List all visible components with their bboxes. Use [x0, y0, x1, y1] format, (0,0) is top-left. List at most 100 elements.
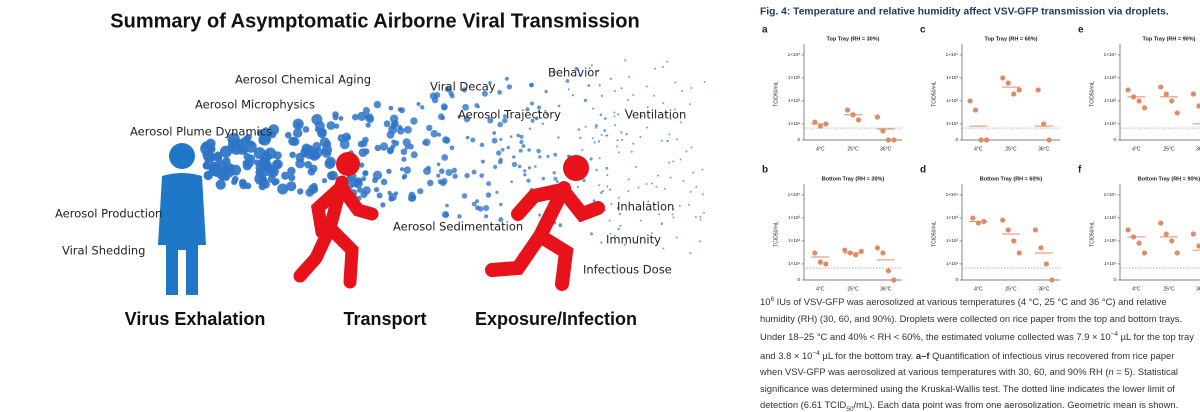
aerosol-dot	[325, 156, 337, 168]
aerosol-dot	[290, 137, 300, 146]
aerosol-dot	[624, 59, 627, 62]
aerosol-dot	[363, 148, 370, 155]
aerosol-dot	[302, 126, 310, 133]
aerosol-dot	[379, 142, 389, 151]
aerosol-dot	[537, 110, 540, 113]
aerosol-dot	[699, 215, 702, 218]
aerosol-dot	[519, 139, 524, 145]
aerosol-dot	[479, 173, 485, 179]
diagram-label: Viral Decay	[430, 80, 496, 94]
y-tick-label: 0	[1113, 137, 1116, 142]
x-tick-label: 4°C	[816, 286, 825, 292]
aerosol-dot	[632, 94, 635, 96]
aerosol-dot	[558, 223, 563, 228]
aerosol-dot	[388, 196, 394, 202]
aerosol-dot	[204, 151, 215, 162]
aerosol-dot	[372, 177, 378, 184]
aerosol-dot	[499, 137, 503, 141]
aerosol-dot	[512, 155, 516, 159]
aerosol-dot	[617, 196, 620, 199]
aerosol-dot	[269, 131, 277, 139]
data-point	[891, 277, 897, 283]
aerosol-dot	[297, 188, 304, 195]
aerosol-dot	[579, 136, 582, 139]
aerosol-dot	[553, 152, 558, 157]
aerosol-dot	[655, 185, 658, 188]
aerosol-dot	[519, 134, 524, 139]
y-tick-label: 0	[1113, 277, 1116, 282]
aerosol-dot	[613, 90, 616, 92]
aerosol-dot	[311, 186, 319, 193]
figure-caption: 106 IUs of VSV-GFP was aerosolized at va…	[760, 292, 1196, 412]
aerosol-dot	[303, 148, 315, 159]
x-tick-label: 4°C	[974, 146, 983, 152]
y-tick-label: 1×10¹	[788, 121, 800, 126]
aerosol-dot	[617, 113, 620, 116]
caption-run: 6	[770, 296, 775, 303]
y-tick-label: 1×10⁴	[788, 52, 800, 57]
aerosol-dot	[545, 113, 548, 116]
data-point	[1005, 227, 1011, 233]
aerosol-dot	[600, 191, 603, 194]
diagram-label: Aerosol Production	[55, 207, 162, 221]
aerosol-dot	[598, 184, 601, 187]
caption-run: 10	[760, 296, 771, 308]
aerosol-dot	[668, 133, 671, 136]
aerosol-dot	[464, 172, 470, 179]
aerosol-dot	[457, 114, 461, 119]
aerosol-dot	[426, 124, 433, 132]
aerosol-dot	[620, 87, 623, 90]
aerosol-dot	[362, 170, 368, 176]
y-axis-label: TCID50/mL	[773, 81, 779, 107]
aerosol-dot	[621, 138, 623, 141]
aerosol-dot	[571, 94, 575, 97]
stage-label: Virus Exhalation	[125, 309, 266, 329]
aerosol-dot	[608, 219, 611, 222]
aerosol-dot	[597, 70, 600, 73]
person-exhaling	[158, 143, 206, 295]
aerosol-dot	[583, 98, 588, 103]
caption-run: /mL). Each data point was from one aeros…	[853, 399, 1179, 411]
stage-label: Transport	[343, 309, 426, 329]
x-tick-label: 4°C	[816, 146, 825, 152]
aerosol-dot	[452, 173, 458, 179]
aerosol-dot	[557, 104, 561, 108]
aerosol-dot	[673, 108, 676, 111]
aerosol-dot	[237, 145, 248, 155]
x-tick-label: 4°C	[1132, 286, 1141, 292]
aerosol-dot	[619, 224, 622, 227]
aerosol-dot	[471, 169, 477, 175]
data-point	[885, 268, 892, 274]
aerosol-dot	[647, 200, 650, 203]
aerosol-dot	[441, 178, 448, 184]
aerosol-dot	[342, 132, 351, 142]
aerosol-dot	[481, 90, 488, 97]
aerosol-dot	[499, 202, 503, 207]
data-point	[844, 107, 851, 113]
aerosol-dot	[258, 137, 266, 145]
x-tick-label: 36°C	[1196, 146, 1200, 152]
aerosol-dot	[645, 85, 648, 88]
data-point	[823, 261, 829, 267]
aerosol-dot	[595, 126, 598, 129]
aerosol-dot	[674, 81, 677, 84]
aerosol-dot	[362, 136, 369, 144]
data-point	[885, 137, 892, 143]
panel-title: Bottom Tray (RH = 90%)	[1138, 176, 1200, 182]
aerosol-dot	[616, 145, 619, 148]
aerosol-dot	[650, 232, 653, 235]
aerosol-dot	[651, 182, 654, 185]
y-tick-label: 1×10²	[946, 98, 958, 103]
aerosol-dot	[701, 168, 704, 171]
aerosol-dot	[240, 136, 250, 146]
aerosol-dot	[474, 103, 480, 108]
aerosol-dot	[215, 179, 226, 190]
data-point	[1041, 121, 1047, 127]
aerosol-dot	[528, 127, 532, 130]
aerosol-dot	[486, 181, 492, 187]
aerosol-dot	[658, 213, 661, 216]
data-point	[842, 247, 848, 253]
aerosol-dot	[210, 164, 224, 177]
aerosol-dot	[222, 173, 230, 181]
aerosol-dot	[374, 144, 381, 152]
